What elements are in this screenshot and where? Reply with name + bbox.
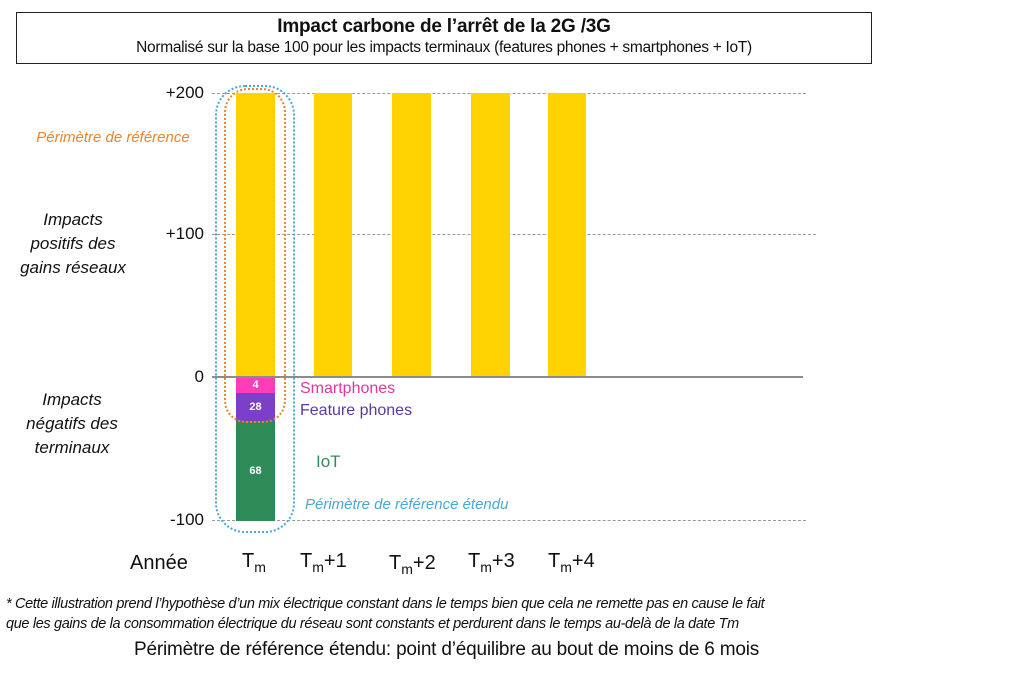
- xcat-tm3: Tm+3: [468, 550, 515, 575]
- bar-tm1-gain: [314, 93, 352, 377]
- legend-smartphones: Smartphones: [300, 380, 396, 397]
- conclusion-text: Périmètre de référence étendu: point d’é…: [134, 639, 760, 660]
- legend-feature-phones: Feature phones: [300, 402, 413, 419]
- gridline-minus-100: [212, 520, 806, 521]
- xcat-tm4: Tm+4: [548, 550, 595, 575]
- perimetre-reference-label: Périmètre de référence: [36, 129, 190, 146]
- ytick-200: +200: [165, 83, 204, 102]
- segment-smartphones: 4: [236, 377, 275, 393]
- ytick-0: 0: [194, 367, 204, 386]
- xcat-tm2: Tm+2: [389, 552, 436, 577]
- perimetre-reference-outline: [224, 88, 286, 423]
- negative-impacts-label: Impacts négatifs des terminaux: [26, 390, 118, 457]
- chart-title-box: Impact carbone de l’arrêt de la 2G /3G N…: [16, 12, 872, 64]
- xcat-tm1: Tm+1: [300, 550, 347, 575]
- zero-axis: [212, 376, 803, 378]
- xcat-tm: Tm: [242, 550, 266, 575]
- bar-tm3-gain: [471, 93, 510, 377]
- positive-impacts-label: Impacts positifs des gains réseaux: [20, 210, 126, 277]
- chart-subtitle: Normalisé sur la base 100 pour les impac…: [136, 39, 752, 56]
- footnote: * Cette illustration prend l’hypothèse d…: [6, 596, 765, 632]
- chart-title: Impact carbone de l’arrêt de la 2G /3G: [277, 16, 611, 37]
- x-axis-label: Année: [130, 552, 188, 574]
- perimetre-etendu-label: Périmètre de référence étendu: [305, 496, 509, 513]
- ytick-100: +100: [165, 224, 204, 243]
- legend-iot: IoT: [316, 452, 341, 471]
- bar-tm2-gain: [392, 93, 431, 377]
- ytick-minus-100: -100: [169, 510, 204, 529]
- perimetre-etendu-outline: [215, 85, 295, 533]
- gridline-100: [212, 234, 816, 235]
- bar-tm4-gain: [548, 93, 586, 377]
- bar-tm-gain: [236, 93, 275, 377]
